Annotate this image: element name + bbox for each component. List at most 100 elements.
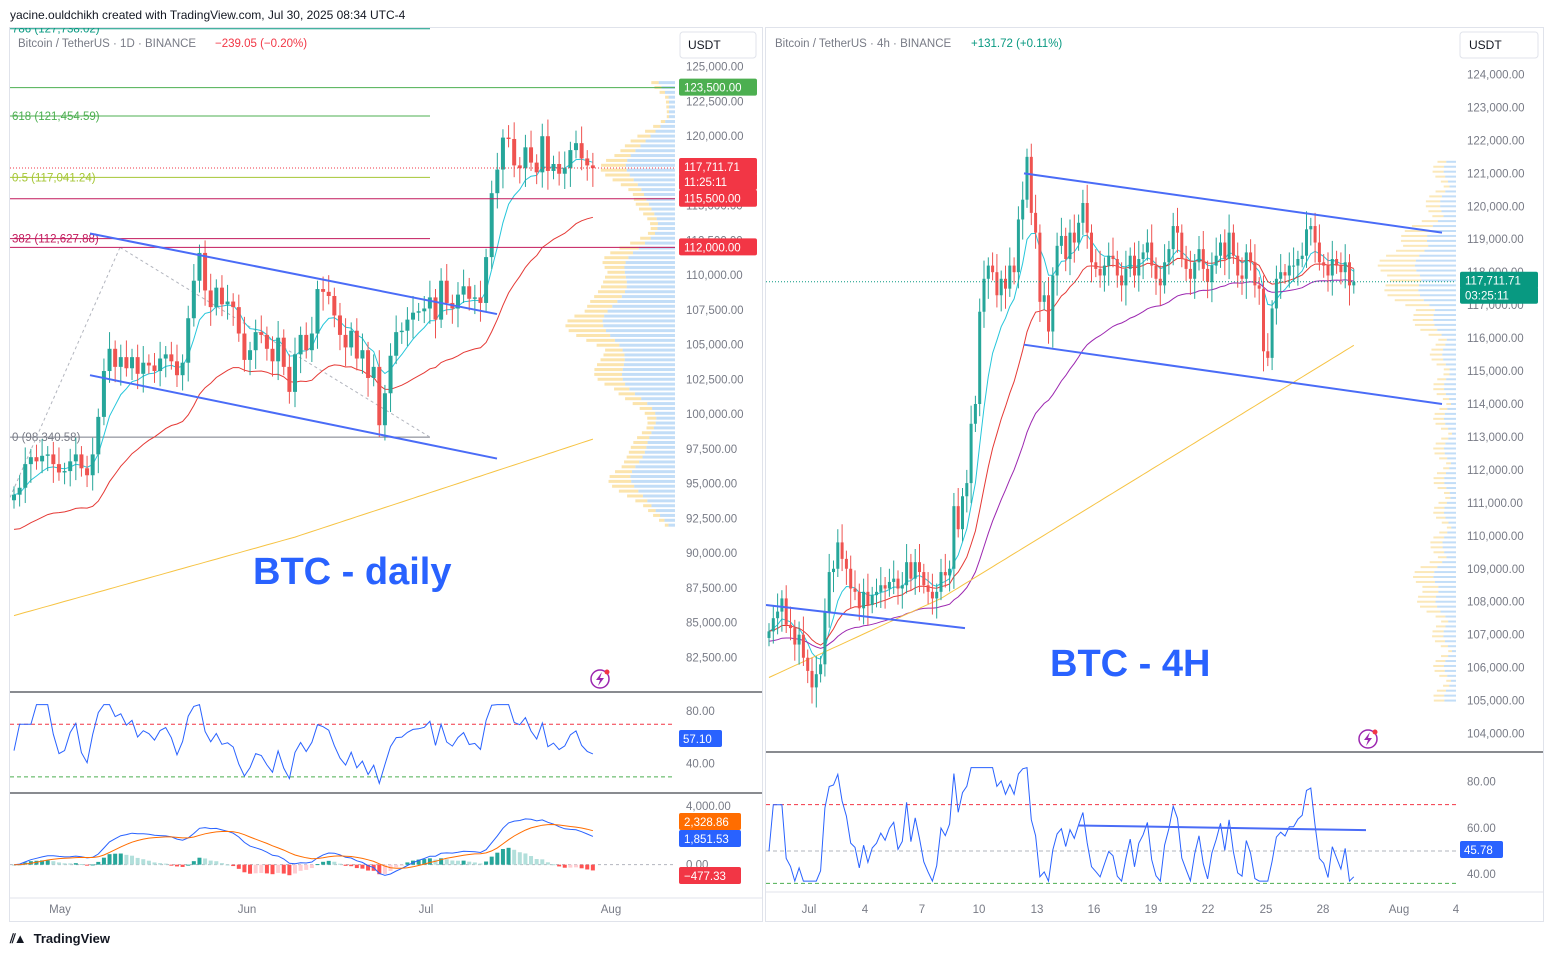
volume-profile-bar xyxy=(1431,358,1444,361)
candle-body xyxy=(1322,262,1326,266)
volume-profile-bar xyxy=(1446,403,1451,405)
volume-profile-bar xyxy=(1442,546,1456,549)
fib-level-label: 618 (121,454.59) xyxy=(12,111,100,123)
daily-currency-box[interactable] xyxy=(679,31,757,59)
candle-body xyxy=(495,169,500,194)
daily-chart-panel[interactable]: 786 (127,738.02) 618 (121,454.59) 0.5 (117… xyxy=(9,27,763,922)
macd-histogram-bar xyxy=(557,864,562,867)
volume-profile-bar xyxy=(644,411,656,415)
macd-histogram-bar xyxy=(377,864,382,875)
volume-profile-bar xyxy=(650,222,658,226)
volume-profile-bar xyxy=(1436,363,1446,366)
price-axis-tick: 122,500.00 xyxy=(686,96,744,108)
volume-profile-bar xyxy=(617,299,675,303)
volume-profile-bar xyxy=(610,251,633,255)
rsi-value-badge-bg xyxy=(1460,841,1503,858)
macd-histogram-bar xyxy=(529,856,534,865)
candle-body xyxy=(986,265,990,279)
countdown-badge: 11:25:11 xyxy=(684,177,727,189)
macd-histogram-bar xyxy=(236,864,241,869)
volume-profile-bar xyxy=(605,329,675,333)
price-axis-tick: 108,000.00 xyxy=(1467,597,1525,609)
candle-body xyxy=(343,334,348,348)
volume-profile-bar xyxy=(624,358,675,362)
lightning-icon[interactable] xyxy=(1358,729,1378,749)
rsi-axis-tick: 80.00 xyxy=(686,706,715,718)
volume-profile-bar xyxy=(1446,378,1456,381)
volume-profile-bar xyxy=(1448,650,1452,653)
fib-level-label: 786 (127,738.02) xyxy=(12,28,100,36)
candle-body xyxy=(952,506,956,569)
lightning-icon[interactable] xyxy=(590,669,610,689)
daily-chart-svg[interactable]: 786 (127,738.02) 618 (121,454.59) 0.5 (117… xyxy=(10,28,762,921)
volume-profile-bar xyxy=(1446,462,1451,465)
volume-profile-bar xyxy=(1416,269,1456,272)
daily-watermark: BTC - daily xyxy=(253,551,451,593)
candle-body xyxy=(918,562,921,573)
price-axis-tick: 109,000.00 xyxy=(1467,564,1525,576)
volume-profile-bar xyxy=(630,241,645,245)
volume-profile-bar xyxy=(1435,615,1446,618)
daily-legend-symbol: Bitcoin / TetherUS · 1D · BINANCE xyxy=(18,38,196,50)
candle-body xyxy=(152,365,157,372)
candle-body xyxy=(455,294,460,309)
volume-profile-bar xyxy=(635,499,648,503)
candle-body xyxy=(253,332,258,351)
volume-profile-bar xyxy=(1448,180,1456,183)
macd-histogram-bar xyxy=(517,852,522,865)
volume-profile-bar xyxy=(1420,328,1438,331)
candle-body xyxy=(174,361,179,376)
volume-profile-bar xyxy=(659,518,665,522)
volume-profile-bar xyxy=(1434,309,1456,312)
volume-profile-bar xyxy=(644,450,675,454)
volume-profile-bar xyxy=(1440,205,1456,208)
price-axis-tick: 110,000.00 xyxy=(686,270,743,282)
candle-body xyxy=(1219,242,1222,256)
macd-histogram-bar xyxy=(214,861,219,865)
candle-body xyxy=(853,588,857,592)
volume-profile-bar xyxy=(1445,175,1456,178)
candle-body xyxy=(551,164,556,171)
volume-profile-bar xyxy=(638,207,652,211)
candle-body xyxy=(1180,232,1184,260)
macd-histogram-bar xyxy=(293,864,297,874)
candle-body xyxy=(529,147,534,163)
candle-body xyxy=(1051,275,1055,332)
volume-profile-bar xyxy=(649,436,675,440)
4h-currency-box[interactable] xyxy=(1459,31,1539,59)
macd-histogram-bar xyxy=(259,864,264,873)
volume-profile-bar xyxy=(1435,660,1446,663)
volume-profile-bar xyxy=(653,426,675,430)
candle-body xyxy=(96,416,101,455)
volume-profile-bar xyxy=(1449,467,1456,470)
price-axis-tick: 105,000.00 xyxy=(1467,696,1525,708)
volume-profile-bar xyxy=(1418,289,1456,292)
tradingview-logo[interactable]: ⫽▲ TradingView xyxy=(10,931,110,947)
candle-body xyxy=(1102,265,1106,276)
4h-chart-panel[interactable]: 124,000.00 123,000.00 122,000.00 121,000.00… xyxy=(765,27,1544,922)
volume-profile-bar xyxy=(1435,422,1446,425)
rsi-line xyxy=(13,703,594,786)
volume-profile-bar xyxy=(600,168,627,172)
ema-purple-line xyxy=(768,279,1354,649)
volume-profile-bar xyxy=(650,227,658,231)
price-axis-tick: 82,500.00 xyxy=(686,652,737,664)
volume-profile-bar xyxy=(1442,398,1450,401)
4h-chart-svg[interactable]: 124,000.00 123,000.00 122,000.00 121,000.00… xyxy=(766,28,1543,921)
rsi-axis-tick: 60.00 xyxy=(1467,823,1496,835)
candle-body xyxy=(827,572,831,612)
candle-body xyxy=(1313,226,1317,243)
candle-body xyxy=(806,657,810,671)
candle-body xyxy=(832,568,835,573)
volume-profile-bar xyxy=(625,382,675,386)
macd-histogram-bar xyxy=(360,864,365,869)
volume-profile-bar xyxy=(1427,239,1456,242)
volume-profile-bar xyxy=(627,158,675,162)
candle-body xyxy=(948,568,952,576)
candle-body xyxy=(1206,268,1210,283)
volume-profile-bar xyxy=(666,115,669,119)
volume-profile-bar xyxy=(635,149,675,153)
candle-body xyxy=(411,312,416,320)
volume-profile-bar xyxy=(1432,635,1444,638)
macd-histogram-bar xyxy=(298,864,303,871)
